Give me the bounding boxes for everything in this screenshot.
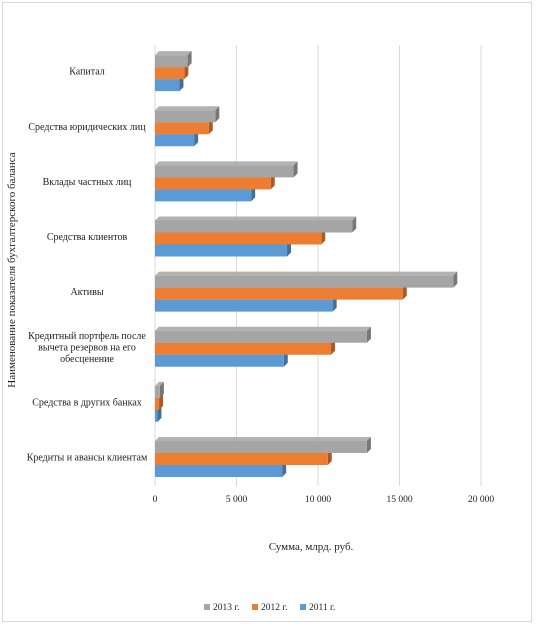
bars-group: [155, 51, 458, 477]
bar-front: [155, 165, 294, 178]
category-label: Средства в других банках: [32, 397, 142, 408]
legend-swatch: [204, 604, 210, 610]
legend-item: 2013 г.: [204, 603, 240, 613]
bar-front: [155, 122, 209, 135]
bar-front: [155, 465, 283, 477]
bar-front: [155, 287, 403, 300]
bar-front: [155, 79, 180, 92]
bar-top: [155, 437, 371, 441]
bar-side: [352, 216, 357, 233]
bar-side: [366, 326, 371, 343]
bar-front: [155, 299, 333, 312]
bar-front: [155, 244, 288, 257]
bar-front: [155, 385, 160, 398]
category-label: Капитал: [69, 67, 105, 78]
legend-swatch: [300, 604, 306, 610]
bar-front: [155, 55, 188, 68]
bar-front: [155, 134, 195, 147]
bar: [155, 51, 192, 68]
bar-side: [293, 161, 298, 178]
legend-label: 2012 г.: [261, 603, 288, 613]
bar-top: [155, 51, 192, 56]
category-label: Средства клиентов: [47, 232, 128, 243]
chart-frame: [2, 2, 532, 622]
legend-item: 2011 г.: [300, 603, 335, 613]
bar-front: [155, 330, 367, 343]
bar-front: [155, 67, 185, 80]
x-tick-labels: 0 5 000 10 000 15 000 20 000: [153, 495, 495, 505]
category-label: Вклады частных лиц: [43, 177, 132, 188]
bar-side: [159, 393, 164, 410]
bar-front: [155, 453, 328, 465]
category-label: Средства юридических лиц: [28, 122, 146, 133]
bar: [155, 437, 371, 453]
bar-front: [155, 177, 271, 190]
bar-top: [155, 106, 220, 111]
bar-front: [155, 409, 158, 422]
bar: [155, 106, 220, 123]
bar-front: [155, 354, 284, 367]
bar-side: [215, 106, 220, 123]
x-tick-label: 0: [153, 495, 158, 505]
legend: 2013 г. 2012 г. 2011 г.: [204, 603, 335, 613]
x-axis-title: Сумма, млрд. руб.: [269, 541, 354, 553]
bar: [155, 216, 357, 233]
legend-label: 2013 г.: [213, 603, 240, 613]
bar-top: [155, 161, 298, 166]
x-tick-label: 20 000: [468, 495, 494, 505]
bar-top: [155, 271, 458, 276]
category-labels: Кредиты и авансы клиентам Средства в друг…: [27, 67, 148, 464]
bar: [155, 326, 371, 343]
bar: [155, 161, 298, 178]
category-label: Активы: [70, 287, 103, 298]
bar-side: [366, 437, 371, 453]
bar-front: [155, 189, 252, 202]
x-tick-label: 5 000: [226, 495, 248, 505]
bar-top: [155, 381, 164, 386]
bar-front: [155, 275, 454, 288]
bar-top: [155, 216, 357, 221]
legend-item: 2012 г.: [252, 603, 288, 613]
legend-label: 2011 г.: [309, 603, 335, 613]
bar-side: [187, 51, 192, 68]
bar-front: [155, 220, 353, 233]
bar: [155, 381, 164, 398]
category-label: Кредитный портфель после вычета резервов …: [28, 331, 146, 365]
bar-side: [159, 381, 164, 398]
bar-front: [155, 441, 367, 453]
bar-front: [155, 110, 216, 123]
x-tick-label: 10 000: [305, 495, 331, 505]
category-label: Кредиты и авансы клиентам: [27, 453, 148, 464]
bar-front: [155, 342, 332, 355]
x-tick-label: 15 000: [386, 495, 412, 505]
bar-top: [155, 326, 371, 331]
legend-swatch: [252, 604, 258, 610]
bar-side: [453, 271, 458, 288]
bar-front: [155, 397, 160, 410]
bar: [155, 271, 458, 288]
y-axis-title: Наименование показателя бухгалтерского б…: [6, 152, 18, 388]
bar-front: [155, 232, 322, 245]
